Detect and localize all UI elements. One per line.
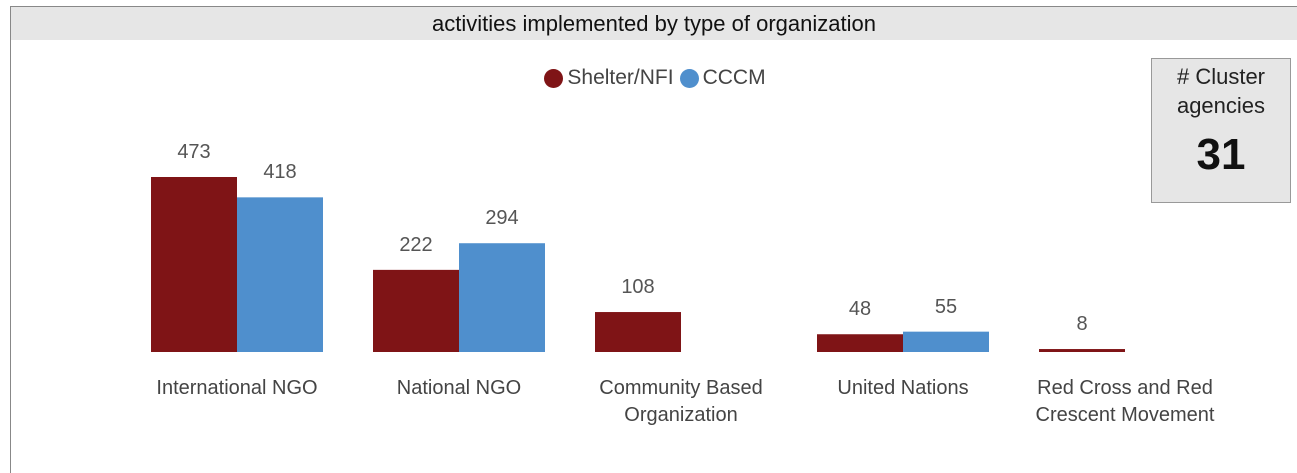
bar — [817, 334, 903, 352]
bar — [1039, 349, 1125, 352]
kpi-value: 31 — [1196, 130, 1246, 179]
value-label: 48 — [848, 298, 872, 321]
value-label: 55 — [934, 295, 958, 318]
value-label: 294 — [485, 207, 519, 230]
value-label: 473 — [177, 141, 211, 163]
legend-item: CCCM — [679, 66, 766, 90]
bar — [151, 177, 237, 352]
bar — [595, 312, 681, 352]
bar — [237, 197, 323, 352]
x-tick-label: National NGO — [396, 377, 522, 399]
legend-item: Shelter/NFI — [544, 66, 674, 90]
x-tick-label: Community Based Organization — [599, 377, 763, 426]
legend-label: Shelter/NFI — [567, 66, 674, 89]
legend-swatch — [679, 68, 699, 88]
value-label: 222 — [399, 233, 433, 256]
value-label: 108 — [621, 276, 655, 299]
x-tick-label: Red Cross and Red Crescent Movement — [1035, 377, 1215, 426]
value-label: 418 — [263, 161, 297, 184]
kpi-card: # Cluster agencies 31 — [1151, 58, 1291, 203]
x-tick-label: International NGO — [156, 377, 318, 399]
legend-label: CCCM — [702, 66, 766, 89]
bar — [459, 243, 545, 352]
bar — [903, 331, 989, 352]
x-tick-label: United Nations — [837, 377, 969, 399]
chart-title: activities implemented by type of organi… — [11, 7, 1297, 40]
bar — [373, 269, 459, 352]
value-label: 8 — [1076, 313, 1088, 336]
legend: Shelter/NFI CCCM — [0, 66, 1297, 94]
kpi-label: # Cluster agencies — [1176, 64, 1266, 118]
panel — [10, 6, 1297, 473]
legend-swatch — [544, 68, 564, 88]
